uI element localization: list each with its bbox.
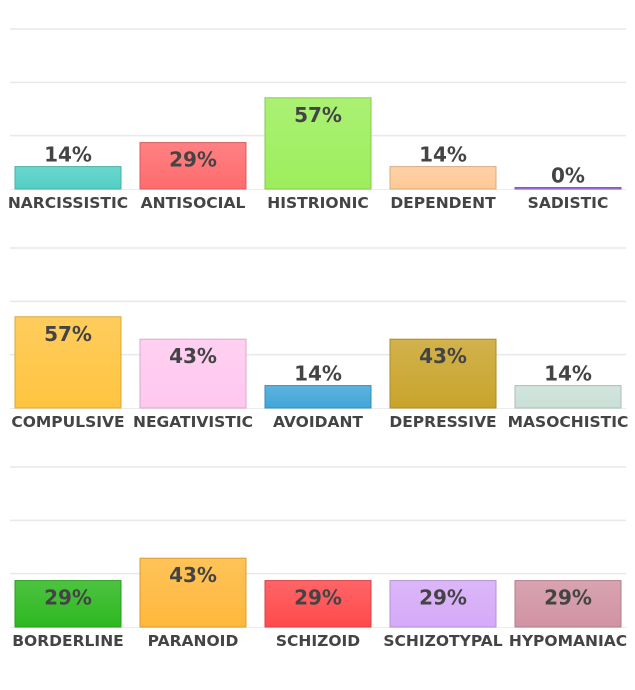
bar-hypomaniac [514, 580, 622, 628]
value-label-schizotypal: 29% [419, 586, 467, 610]
bar-depressive [389, 338, 497, 409]
bar-dependent [389, 166, 497, 190]
value-label-schizoid: 29% [294, 586, 342, 610]
value-label-borderline: 29% [44, 586, 92, 610]
category-label-depressive: DEPRESSIVE [389, 413, 496, 431]
category-label-dependent: DEPENDENT [390, 194, 496, 212]
bar-chart-2: 57% COMPULSIVE 43% NEGATIVISTIC 14% AVOIDANT 4… [10, 247, 629, 431]
value-label-masochistic: 14% [544, 362, 592, 386]
value-label-dependent: 14% [419, 143, 467, 167]
bar-negativistic [139, 338, 247, 409]
chart-3: 29% BORDERLINE 43% PARANOID 29% SCHIZOID 29% SC… [0, 449, 635, 668]
value-label-compulsive: 57% [44, 322, 92, 346]
value-label-depressive: 43% [419, 344, 467, 368]
bar-chart-1: 14% NARCISSISTIC 29% ANTISOCIAL 57% HISTRIONI… [8, 28, 626, 212]
value-label-hypomaniac: 29% [544, 586, 592, 610]
chart-1: 14% NARCISSISTIC 29% ANTISOCIAL 57% HISTRIONI… [0, 11, 635, 230]
bar-chart-3: 29% BORDERLINE 43% PARANOID 29% SCHIZOID 29% SC… [10, 466, 627, 650]
category-label-schizotypal: SCHIZOTYPAL [383, 632, 502, 650]
bar-paranoid [139, 557, 247, 628]
value-label-sadistic: 0% [551, 164, 585, 188]
chart-2: 57% COMPULSIVE 43% NEGATIVISTIC 14% AVOIDANT 4… [0, 230, 635, 449]
bar-histrionic [264, 97, 372, 190]
bar-antisocial [139, 142, 247, 190]
bar-masochistic [514, 385, 622, 409]
category-label-narcissistic: NARCISSISTIC [8, 194, 128, 212]
bar-borderline [14, 580, 122, 628]
value-label-narcissistic: 14% [44, 143, 92, 167]
value-label-antisocial: 29% [169, 148, 217, 172]
value-label-histrionic: 57% [294, 103, 342, 127]
bar-narcissistic [14, 166, 122, 190]
category-label-schizoid: SCHIZOID [276, 632, 360, 650]
bar-schizotypal [389, 580, 497, 628]
bar-avoidant [264, 385, 372, 409]
bar-sadistic [514, 187, 622, 190]
category-label-antisocial: ANTISOCIAL [141, 194, 246, 212]
value-label-negativistic: 43% [169, 344, 217, 368]
value-label-avoidant: 14% [294, 362, 342, 386]
category-label-histrionic: HISTRIONIC [267, 194, 368, 212]
value-label-paranoid: 43% [169, 563, 217, 587]
category-label-borderline: BORDERLINE [12, 632, 124, 650]
category-label-masochistic: MASOCHISTIC [508, 413, 629, 431]
bar-schizoid [264, 580, 372, 628]
category-label-hypomaniac: HYPOMANIAC [509, 632, 627, 650]
category-label-paranoid: PARANOID [148, 632, 239, 650]
category-label-avoidant: AVOIDANT [273, 413, 363, 431]
category-label-negativistic: NEGATIVISTIC [133, 413, 253, 431]
category-label-compulsive: COMPULSIVE [11, 413, 124, 431]
bar-compulsive [14, 316, 122, 409]
category-label-sadistic: SADISTIC [528, 194, 609, 212]
